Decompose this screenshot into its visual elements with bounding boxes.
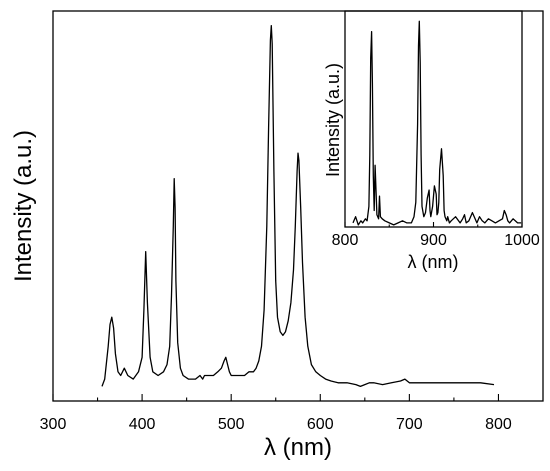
inset-y-axis-title: Intensity (a.u.) (323, 63, 343, 177)
main-x-tick-label: 800 (485, 416, 512, 433)
main-x-tick-label: 700 (396, 416, 423, 433)
main-x-axis-title: λ (nm) (264, 434, 332, 461)
inset-x-tick-label: 800 (332, 232, 359, 249)
inset-x-tick-label: 900 (420, 232, 447, 249)
main-x-tick-label: 300 (40, 416, 67, 433)
main-plot-frame (52, 10, 544, 402)
inset-x-axis-title: λ (nm) (408, 252, 459, 272)
main-x-ticks: 300 400 500 600 700 800 (40, 394, 512, 433)
main-x-tick-label: 600 (307, 416, 334, 433)
inset-x-tick-label: 1000 (504, 232, 540, 249)
inset-series-group (352, 20, 522, 226)
main-y-axis-title: Intensity (a.u.) (10, 130, 37, 282)
inset-spectrum-line (352, 20, 522, 226)
inset-x-ticks: 800 900 1000 (332, 222, 540, 249)
main-x-tick-label: 400 (129, 416, 156, 433)
main-spectrum-line (101, 24, 495, 388)
main-x-tick-label: 500 (218, 416, 245, 433)
main-series-group (101, 24, 495, 388)
